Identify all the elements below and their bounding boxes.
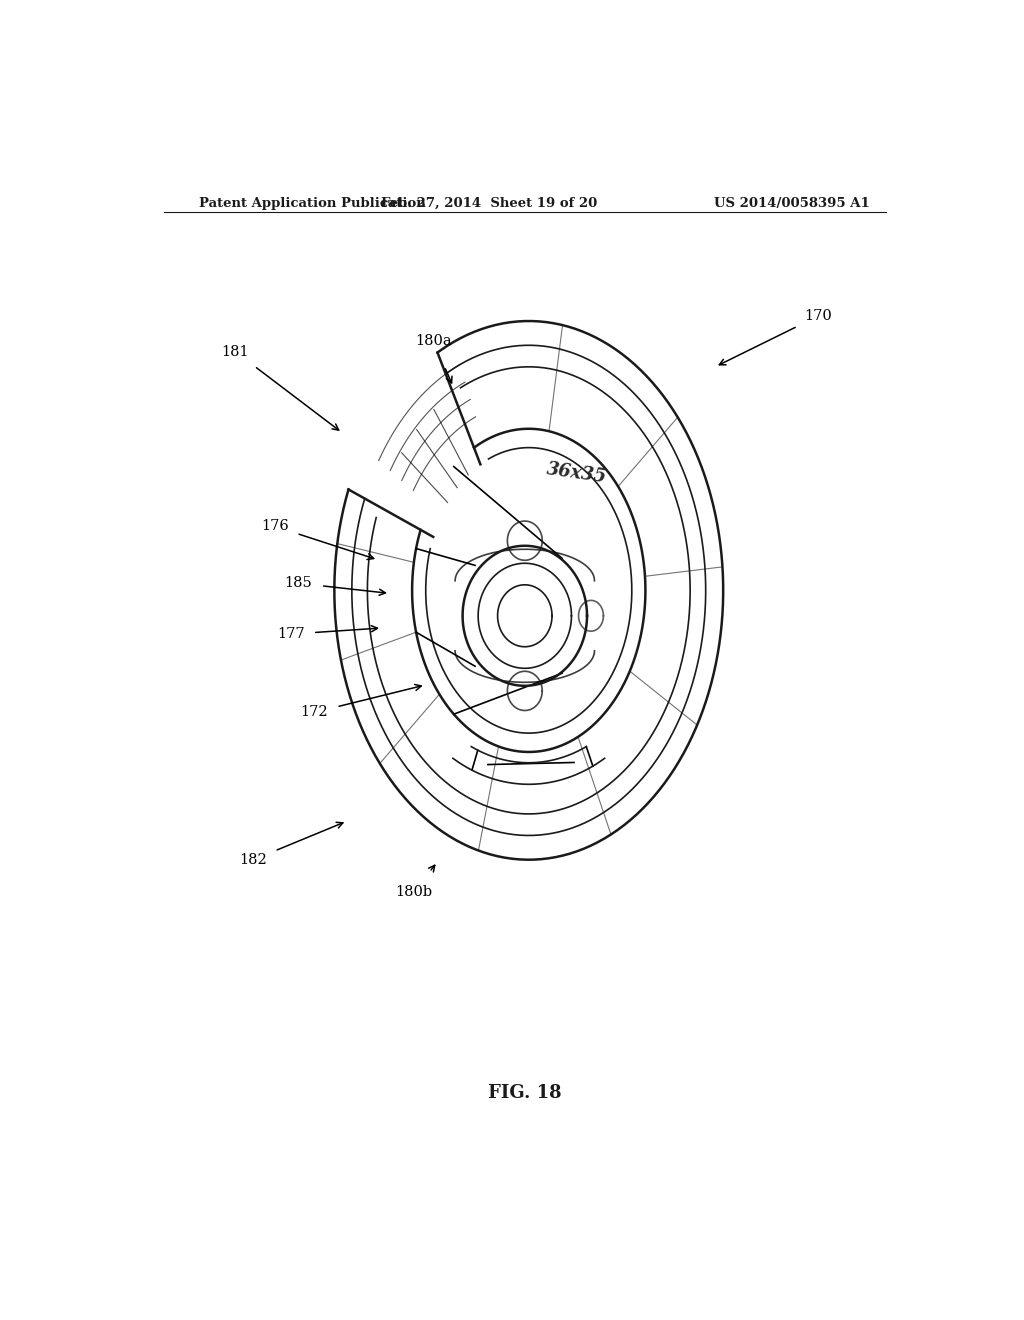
Text: 181: 181 [221, 345, 249, 359]
Text: 36x35: 36x35 [545, 461, 607, 487]
Text: Patent Application Publication: Patent Application Publication [200, 197, 426, 210]
Text: 170: 170 [805, 309, 833, 323]
Text: 177: 177 [276, 627, 304, 642]
Text: Feb. 27, 2014  Sheet 19 of 20: Feb. 27, 2014 Sheet 19 of 20 [381, 197, 597, 210]
Text: 180b: 180b [395, 886, 432, 899]
Text: 180a: 180a [415, 334, 452, 348]
Text: 185: 185 [285, 577, 312, 590]
Text: 176: 176 [261, 519, 289, 533]
Text: US 2014/0058395 A1: US 2014/0058395 A1 [715, 197, 870, 210]
Text: FIG. 18: FIG. 18 [488, 1085, 561, 1102]
Text: 182: 182 [240, 853, 267, 867]
Text: 172: 172 [301, 705, 329, 719]
